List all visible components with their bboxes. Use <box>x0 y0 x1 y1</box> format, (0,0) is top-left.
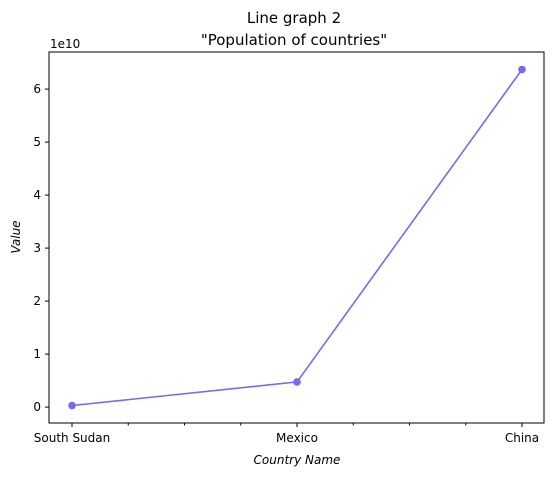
y-tick-label: 3 <box>33 241 41 255</box>
x-tick-label: Mexico <box>276 431 318 445</box>
series-layer <box>68 65 526 410</box>
plot-frame <box>48 51 545 424</box>
y-tick-label: 4 <box>33 188 41 202</box>
y-axis-ticks: 0 1 2 3 4 5 6 <box>33 82 49 414</box>
y-tick-label: 6 <box>33 82 41 96</box>
x-tick-label: China <box>505 431 539 445</box>
x-tick-label: South Sudan <box>34 431 111 445</box>
data-point <box>293 378 301 386</box>
series-line <box>71 69 523 407</box>
y-tick-label: 1 <box>33 347 41 361</box>
y-axis-label: Value <box>9 220 23 253</box>
y-tick-label: 0 <box>33 400 41 414</box>
chart-subtitle: "Population of countries" <box>201 31 387 49</box>
data-point <box>68 401 76 410</box>
chart-title: Line graph 2 <box>247 9 341 27</box>
y-offset-label: 1e10 <box>50 37 80 51</box>
y-tick-label: 5 <box>33 135 41 149</box>
x-axis-label: Country Name <box>254 453 341 467</box>
data-point <box>518 65 526 74</box>
y-tick-label: 2 <box>33 294 41 308</box>
x-axis-ticks: South Sudan Mexico China <box>34 423 539 445</box>
